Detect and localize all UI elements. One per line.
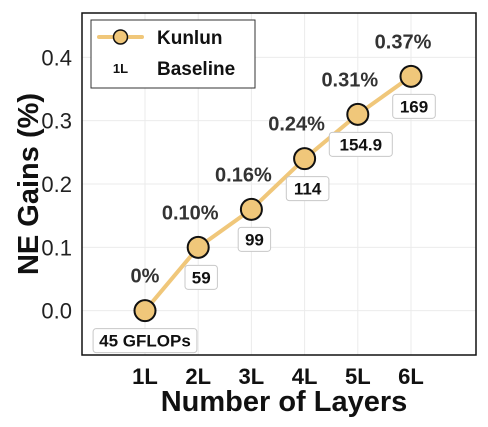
annotations: 0% 45 GFLOPs 0.10% 59 0.16% 99 0.24% 114 0.31% 15… (92, 31, 436, 354)
x-tick-label: 3L (239, 364, 265, 389)
legend-baseline-label: Baseline (157, 59, 235, 80)
x-axis-title: Number of Layers (161, 386, 408, 418)
percent-label: 0.24% (268, 114, 325, 136)
series-kunlun (133, 64, 423, 323)
compute-label-box (184, 264, 218, 290)
data-point (346, 102, 370, 126)
compute-label: 99 (245, 230, 264, 249)
legend-kunlun-marker (112, 29, 129, 45)
percent-label: 0.31% (321, 69, 378, 91)
data-point (239, 197, 263, 221)
compute-label: 45 GFLOPs (99, 332, 191, 351)
x-tick-label: 2L (185, 364, 211, 389)
compute-label-box (237, 226, 272, 252)
compute-label: 59 (192, 268, 211, 287)
legend-kunlun-label: Kunlun (157, 28, 222, 49)
compute-label: 114 (294, 180, 322, 199)
x-tick-label: 5L (345, 364, 371, 389)
percent-label: 0.10% (162, 202, 219, 224)
y-tick-label: 0.2 (41, 172, 72, 197)
y-tick-label: 0.0 (41, 299, 72, 324)
data-point (133, 299, 157, 323)
y-axis-ticks: 0.0 0.1 0.2 0.3 0.4 (41, 45, 72, 323)
data-point (399, 64, 423, 88)
plot-area-frame (81, 12, 477, 356)
compute-label-box (392, 93, 436, 119)
compute-label-box (328, 131, 393, 157)
y-tick-label: 0.1 (41, 235, 72, 260)
x-axis-ticks: 1L 2L 3L 4L 5L 6L (132, 364, 424, 389)
percent-label: 0% (131, 266, 160, 288)
percent-label: 0.37% (375, 31, 432, 53)
data-point (186, 235, 210, 259)
x-tick-label: 4L (292, 364, 318, 389)
compute-label: 169 (400, 97, 428, 116)
x-tick-label: 1L (132, 364, 158, 389)
compute-label: 154.9 (340, 135, 383, 154)
y-tick-label: 0.3 (41, 109, 72, 134)
percent-label: 0.16% (215, 164, 272, 186)
y-tick-label: 0.4 (41, 45, 72, 70)
compute-label-box (92, 328, 198, 354)
legend-baseline-marker: 1L (113, 61, 128, 76)
compute-label-box (285, 176, 330, 202)
y-axis-title: NE Gains (%) (13, 93, 45, 275)
x-tick-label: 6L (398, 364, 424, 389)
legend: Kunlun 1L Baseline (90, 19, 256, 89)
data-point (293, 147, 317, 171)
